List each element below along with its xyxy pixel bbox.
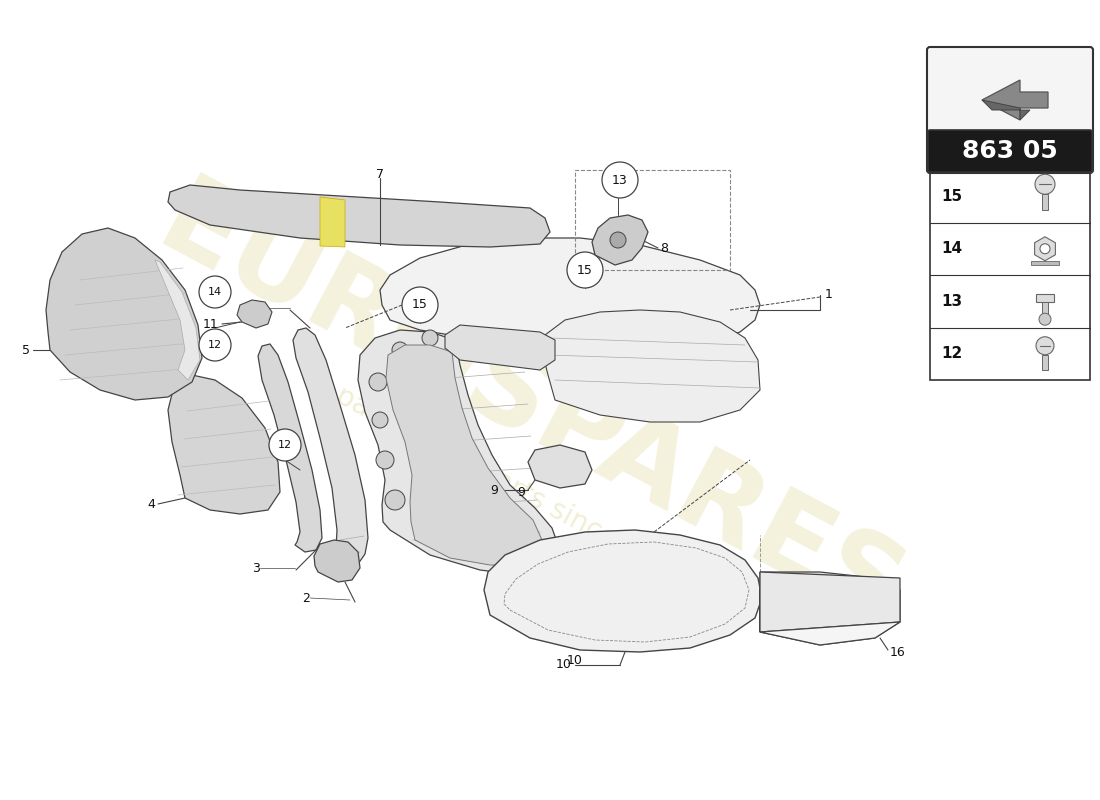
Text: 2: 2 (302, 591, 310, 605)
Polygon shape (982, 80, 1048, 120)
Text: 11: 11 (202, 318, 218, 331)
FancyBboxPatch shape (928, 130, 1092, 172)
Text: 14: 14 (208, 287, 222, 297)
Circle shape (270, 429, 301, 461)
Text: 15: 15 (942, 189, 962, 204)
Polygon shape (528, 445, 592, 488)
Text: 3: 3 (252, 562, 260, 574)
Text: 863 05: 863 05 (962, 139, 1058, 163)
Circle shape (1040, 244, 1050, 254)
Polygon shape (760, 572, 900, 632)
Polygon shape (982, 100, 1030, 120)
Circle shape (422, 330, 438, 346)
Circle shape (376, 451, 394, 469)
Polygon shape (314, 540, 360, 582)
Text: a passion for parts since 1985: a passion for parts since 1985 (308, 369, 692, 591)
Circle shape (368, 373, 387, 391)
Text: 12: 12 (942, 346, 962, 362)
Circle shape (385, 490, 405, 510)
Text: 9: 9 (517, 486, 525, 498)
Text: 6: 6 (252, 302, 260, 314)
FancyBboxPatch shape (930, 170, 1090, 380)
Circle shape (566, 252, 603, 288)
Polygon shape (236, 300, 272, 328)
Polygon shape (592, 215, 648, 265)
Polygon shape (1042, 302, 1048, 319)
Polygon shape (1042, 194, 1048, 210)
Text: 12: 12 (208, 340, 222, 350)
Polygon shape (446, 325, 556, 370)
Circle shape (602, 162, 638, 198)
Polygon shape (386, 345, 542, 565)
Polygon shape (155, 260, 200, 380)
FancyBboxPatch shape (927, 47, 1093, 173)
Polygon shape (760, 572, 900, 632)
Circle shape (372, 412, 388, 428)
Polygon shape (484, 530, 762, 652)
Polygon shape (543, 310, 760, 422)
Text: 9: 9 (491, 483, 498, 497)
Text: EUROSPARES: EUROSPARES (141, 169, 920, 651)
Circle shape (392, 342, 408, 358)
Polygon shape (1031, 261, 1059, 265)
Text: 14: 14 (942, 242, 962, 256)
Polygon shape (1035, 237, 1055, 261)
Text: 10: 10 (568, 654, 583, 666)
Text: 7: 7 (376, 169, 384, 182)
Polygon shape (46, 228, 202, 400)
Text: 4: 4 (147, 498, 155, 510)
Text: 10: 10 (557, 658, 572, 671)
Polygon shape (1042, 354, 1048, 370)
Text: 13: 13 (942, 294, 962, 309)
Polygon shape (760, 582, 900, 645)
Polygon shape (358, 330, 558, 575)
Text: 15: 15 (578, 263, 593, 277)
Text: 15: 15 (412, 298, 428, 311)
Polygon shape (760, 622, 900, 645)
Circle shape (1035, 174, 1055, 194)
Polygon shape (293, 328, 368, 566)
Text: 1: 1 (825, 289, 833, 302)
Circle shape (1036, 337, 1054, 354)
Circle shape (402, 287, 438, 323)
Polygon shape (168, 375, 280, 514)
Text: 12: 12 (278, 440, 293, 450)
Circle shape (610, 232, 626, 248)
Circle shape (199, 276, 231, 308)
Polygon shape (1036, 294, 1054, 302)
Polygon shape (379, 238, 760, 352)
Polygon shape (168, 185, 550, 247)
Text: 13: 13 (612, 174, 628, 186)
Circle shape (1040, 314, 1050, 326)
Polygon shape (258, 344, 322, 552)
Text: 5: 5 (22, 343, 30, 357)
Text: 8: 8 (660, 242, 668, 254)
Circle shape (199, 329, 231, 361)
Text: 16: 16 (890, 646, 905, 658)
Polygon shape (320, 197, 345, 247)
